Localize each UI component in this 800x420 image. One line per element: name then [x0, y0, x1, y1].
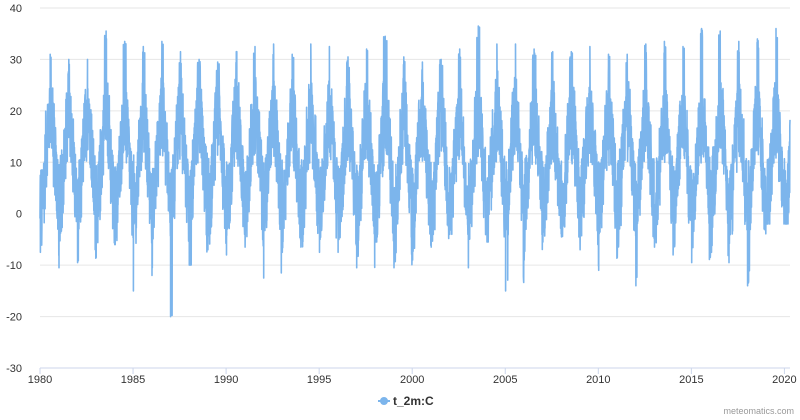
y-tick-label: 20: [10, 106, 22, 118]
x-axis: 1980 1985 1990 1995 2000 2005 2010 2015 2020: [28, 367, 797, 386]
x-tick-label: 2020: [772, 374, 796, 386]
credit-link[interactable]: meteomatics.com: [723, 406, 794, 416]
x-tick-label: 1995: [307, 374, 331, 386]
x-tick-label: 2010: [586, 374, 610, 386]
legend[interactable]: t_2m:C: [378, 394, 434, 408]
x-tick-label: 2005: [493, 374, 517, 386]
y-tick-label: 0: [16, 209, 22, 221]
series-line-t2m[interactable]: [39, 25, 791, 318]
y-tick-label: -20: [6, 312, 22, 324]
legend-marker-icon[interactable]: [380, 397, 388, 405]
legend-item-label[interactable]: t_2m:C: [393, 394, 434, 408]
x-tick-label: 1985: [121, 374, 145, 386]
y-tick-label: -30: [6, 363, 22, 375]
series-t2m[interactable]: [39, 25, 791, 318]
y-tick-label: -10: [6, 260, 22, 272]
x-tick-label: 1980: [28, 374, 52, 386]
x-tick-label: 1990: [214, 374, 238, 386]
x-tick-label: 2015: [679, 374, 703, 386]
y-axis: -30 -20 -10 0 10 20 30 40: [6, 3, 22, 375]
x-tick-label: 2000: [400, 374, 424, 386]
y-tick-label: 30: [10, 54, 22, 66]
y-tick-label: 40: [10, 3, 22, 15]
y-tick-label: 10: [10, 157, 22, 169]
